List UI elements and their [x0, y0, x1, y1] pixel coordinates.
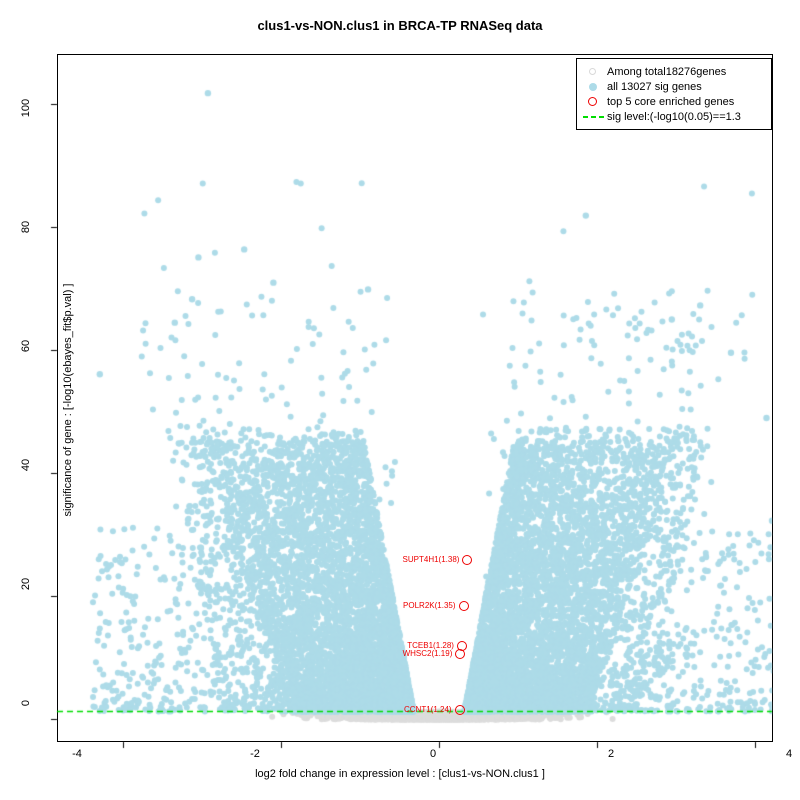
core-gene-marker-whsc2 [455, 649, 466, 660]
legend-label-total-genes: Among total18276genes [607, 65, 727, 78]
x-tick-label-1: -2 [250, 748, 260, 760]
y-tick-label-2: 40 [20, 458, 32, 472]
x-tick-label-4: 4 [785, 748, 793, 760]
y-axis-label: significance of gene : [-log10(ebayes_fi… [62, 283, 74, 517]
y-tick-label-1: 20 [20, 577, 32, 591]
plot-area [57, 54, 773, 742]
legend-label-core-enriched: top 5 core enriched genes [607, 95, 735, 108]
core-gene-label-whsc2: WHSC2(1.19) [402, 649, 453, 659]
y-tick-label-0: 0 [20, 699, 32, 707]
legend-label-sig-level: sig level:(-log10(0.05)==1.3 [607, 110, 741, 123]
circle-filled-blue-icon [581, 80, 607, 94]
core-gene-label-tceb1: TCEB1(1.28) [407, 640, 454, 650]
x-tick-label-0: -4 [72, 748, 82, 760]
legend-item-sig-genes: all 13027 sig genes [581, 79, 767, 94]
legend-label-sig-genes: all 13027 sig genes [607, 80, 702, 93]
core-gene-label-polr2k: POLR2K(1.35) [403, 600, 456, 610]
legend-item-core-enriched: top 5 core enriched genes [581, 94, 767, 109]
legend-item-total-genes: Among total18276genes [581, 64, 767, 79]
legend: Among total18276genes all 13027 sig gene… [576, 58, 772, 130]
x-tick-label-2: 0 [429, 748, 437, 760]
page-title: clus1-vs-NON.clus1 in BRCA-TP RNASeq dat… [257, 18, 543, 33]
circle-open-red-icon [581, 95, 607, 109]
core-gene-marker-ccnt1 [454, 704, 465, 715]
legend-item-sig-level: sig level:(-log10(0.05)==1.3 [581, 109, 767, 124]
core-gene-marker-polr2k [458, 600, 469, 611]
y-tick-label-5: 100 [20, 98, 32, 118]
core-gene-label-ccnt1: CCNT1(1.24) [403, 704, 452, 714]
dashed-green-line-icon [581, 110, 607, 124]
x-tick-label-3: 2 [607, 748, 615, 760]
core-gene-label-supt4h1: SUPT4H1(1.38) [402, 554, 460, 564]
core-gene-marker-supt4h1 [462, 554, 473, 565]
y-tick-label-3: 60 [20, 339, 32, 353]
x-axis-label: log2 fold change in expression level : [… [255, 768, 545, 780]
circle-open-grey-icon [581, 65, 607, 79]
y-tick-label-4: 80 [20, 220, 32, 234]
